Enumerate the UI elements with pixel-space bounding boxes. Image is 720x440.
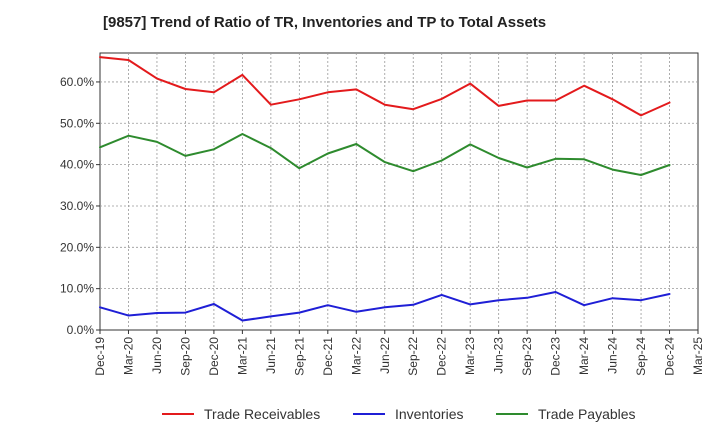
series-line-trade-receivables — [99, 56, 671, 117]
x-tick-label: Sep-20 — [178, 337, 192, 376]
x-tick-label: Mar-24 — [577, 337, 591, 375]
y-tick-label: 40.0% — [60, 158, 94, 172]
x-tick-label: Dec-21 — [321, 337, 335, 376]
legend-label-trade-payables: Trade Payables — [538, 406, 636, 422]
x-tick-label: Dec-19 — [93, 337, 107, 376]
x-tick-label: Dec-23 — [549, 337, 563, 376]
x-tick-label: Jun-21 — [264, 337, 278, 374]
plot-area — [99, 52, 699, 331]
x-tick-label: Jun-24 — [606, 337, 620, 374]
x-tick-label: Mar-21 — [235, 337, 249, 375]
x-tick-label: Mar-20 — [121, 337, 135, 375]
y-tick-label: 0.0% — [67, 323, 95, 337]
x-tick-label: Jun-22 — [378, 337, 392, 374]
x-tick-label: Sep-22 — [406, 337, 420, 376]
x-tick-label: Jun-23 — [492, 337, 506, 374]
x-tick-label: Mar-23 — [463, 337, 477, 375]
chart-title: [9857] Trend of Ratio of TR, Inventories… — [103, 14, 547, 31]
x-tick-label: Mar-25 — [691, 337, 705, 375]
x-tick-label: Dec-24 — [663, 337, 677, 376]
x-tick-label: Sep-24 — [634, 337, 648, 376]
legend-label-inventories: Inventories — [395, 406, 463, 422]
x-tick-label: Dec-20 — [207, 337, 221, 376]
y-tick-label: 50.0% — [60, 116, 94, 130]
series-line-inventories — [99, 291, 671, 322]
x-tick-label: Sep-23 — [520, 337, 534, 376]
y-tick-label: 10.0% — [60, 282, 94, 296]
x-tick-label: Mar-22 — [349, 337, 363, 375]
series-line-trade-payables — [99, 133, 671, 176]
x-tick-label: Dec-22 — [435, 337, 449, 376]
y-tick-label: 30.0% — [60, 199, 94, 213]
y-tick-label: 60.0% — [60, 75, 94, 89]
x-tick-label: Sep-21 — [292, 337, 306, 376]
x-tick-label: Jun-20 — [150, 337, 164, 374]
y-tick-label: 20.0% — [60, 240, 94, 254]
legend-label-trade-receivables: Trade Receivables — [204, 406, 320, 422]
